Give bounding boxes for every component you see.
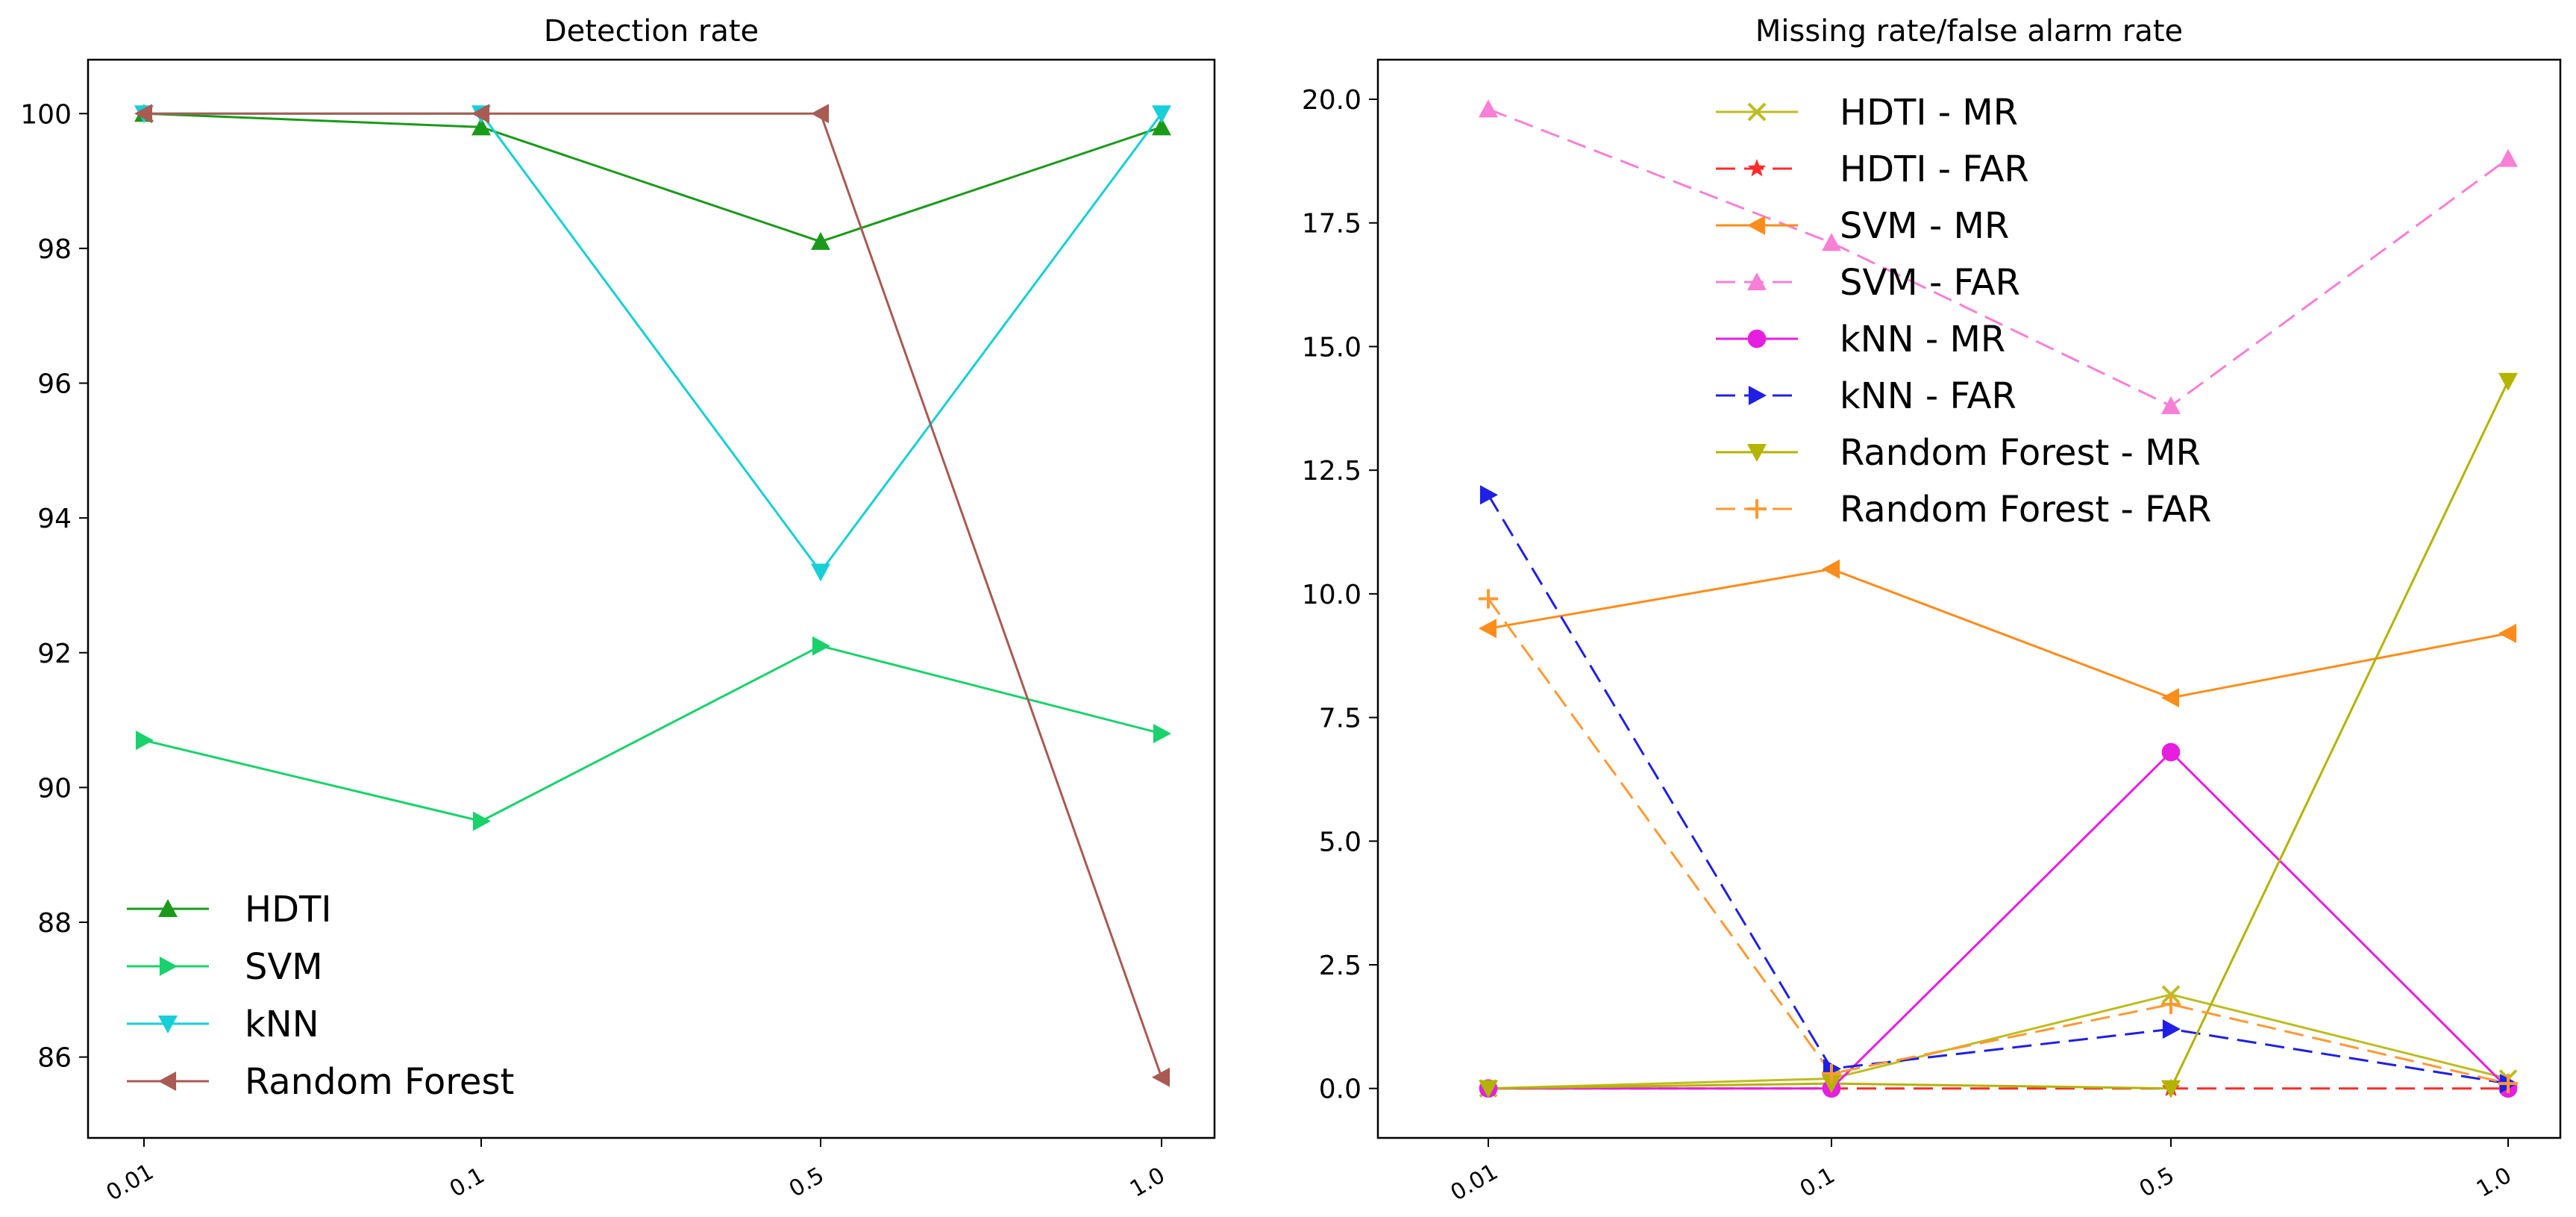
data-point-svm-mr bbox=[2161, 688, 2180, 708]
legend-marker-svm-far bbox=[1747, 272, 1767, 291]
y-tick-label: 10.0 bbox=[1302, 580, 1361, 610]
legend-marker-hdti-mr bbox=[1747, 102, 1767, 122]
y-tick-label: 5.0 bbox=[1319, 827, 1361, 857]
y-tick-label: 2.5 bbox=[1319, 951, 1361, 981]
y-tick-label: 92 bbox=[37, 639, 72, 669]
data-point-svm-far bbox=[2498, 148, 2518, 167]
data-point-random-forest-mr bbox=[2161, 1080, 2181, 1098]
data-point-knn-far bbox=[2162, 1019, 2181, 1039]
legend-marker-knn-mr bbox=[1747, 329, 1767, 348]
legend-marker-knn-far bbox=[1748, 386, 1767, 405]
legend-marker-hdti-far bbox=[1747, 159, 1767, 177]
data-point-random-forest bbox=[134, 104, 153, 124]
chart-title: Detection rate bbox=[544, 14, 759, 49]
data-point-random-forest bbox=[1152, 1067, 1171, 1087]
data-point-svm-far bbox=[1479, 99, 1498, 118]
legend-label-knn: kNN bbox=[245, 1004, 319, 1045]
data-point-knn bbox=[811, 563, 830, 582]
y-tick-label: 86 bbox=[37, 1043, 72, 1074]
data-point-svm-mr bbox=[1822, 559, 1840, 579]
legend-marker-hdti bbox=[158, 899, 178, 918]
data-point-random-forest-far bbox=[2161, 995, 2181, 1015]
legend-marker-svm bbox=[159, 957, 178, 976]
legend-label-random-forest-mr: Random Forest - MR bbox=[1840, 432, 2201, 474]
legend-marker-random-forest-far bbox=[1747, 499, 1767, 519]
legend-label-knn-far: kNN - FAR bbox=[1840, 375, 2016, 417]
data-point-knn bbox=[1152, 105, 1171, 124]
legend-label-svm-mr: SVM - MR bbox=[1840, 205, 2009, 247]
series-line-hdti-mr bbox=[1488, 993, 2509, 1090]
legend-marker-random-forest-mr bbox=[1747, 443, 1767, 462]
data-point-random-forest-mr bbox=[2498, 372, 2518, 391]
y-tick-label: 100 bbox=[20, 99, 72, 130]
data-point-hdti bbox=[471, 117, 491, 136]
y-tick-label: 12.5 bbox=[1302, 456, 1361, 487]
data-point-random-forest-far bbox=[1822, 1063, 1841, 1083]
series-line-random-forest-far bbox=[1487, 598, 2509, 1085]
y-tick-label: 15.0 bbox=[1302, 332, 1361, 363]
legend-label-random-forest-far: Random Forest - FAR bbox=[1840, 489, 2212, 531]
series-line-svm-far bbox=[1488, 107, 2509, 407]
data-point-svm bbox=[135, 730, 154, 751]
legend-label-svm-far: SVM - FAR bbox=[1840, 262, 2020, 304]
data-point-svm bbox=[472, 811, 491, 831]
y-tick-label: 20.0 bbox=[1302, 85, 1361, 116]
legend-marker-svm-mr bbox=[1747, 216, 1766, 235]
data-point-random-forest-far bbox=[2498, 1074, 2518, 1094]
series-line-random-forest-mr bbox=[1488, 381, 2510, 1090]
data-point-knn-mr bbox=[2161, 742, 2181, 762]
y-tick-label: 17.5 bbox=[1302, 209, 1361, 240]
y-tick-label: 98 bbox=[37, 234, 72, 265]
data-point-hdti bbox=[1152, 117, 1171, 136]
series-line-hdti bbox=[143, 112, 1162, 243]
data-point-svm-far bbox=[1822, 233, 1841, 251]
y-tick-label: 0.0 bbox=[1319, 1074, 1361, 1105]
legend-label-knn-mr: kNN - MR bbox=[1840, 319, 2005, 360]
data-point-random-forest-far bbox=[1479, 589, 1498, 609]
chart-title: Missing rate/false alarm rate bbox=[1755, 14, 2183, 49]
plot-frame bbox=[1376, 58, 2562, 1139]
data-point-random-forest bbox=[811, 104, 830, 124]
data-point-svm-mr bbox=[1479, 619, 1497, 639]
legend-marker-random-forest bbox=[158, 1071, 177, 1091]
legend-label-random-forest: Random Forest bbox=[245, 1061, 514, 1103]
data-point-svm-far bbox=[2161, 395, 2181, 415]
legend-label-hdti-far: HDTI - FAR bbox=[1840, 148, 2029, 190]
data-point-svm-mr bbox=[2498, 623, 2517, 643]
y-tick-label: 94 bbox=[37, 504, 72, 534]
series-line-knn-mr bbox=[1488, 751, 2510, 1090]
y-tick-label: 7.5 bbox=[1319, 704, 1361, 734]
plot-frame bbox=[87, 58, 1216, 1139]
data-point-hdti-mr bbox=[2161, 985, 2181, 1004]
data-point-random-forest-mr bbox=[1479, 1080, 1498, 1098]
y-tick-label: 96 bbox=[37, 369, 72, 400]
y-tick-label: 88 bbox=[37, 908, 72, 939]
series-line-random-forest bbox=[144, 112, 1163, 1078]
series-line-svm-mr bbox=[1488, 568, 2509, 699]
legend-label-svm: SVM bbox=[245, 946, 323, 988]
series-line-knn-far bbox=[1487, 494, 2509, 1085]
y-tick-label: 90 bbox=[37, 773, 72, 804]
series-line-svm bbox=[143, 645, 1162, 822]
data-point-random-forest bbox=[471, 104, 490, 124]
data-point-knn-far bbox=[1479, 485, 1498, 505]
legend-marker-knn bbox=[158, 1015, 178, 1033]
data-point-random-forest-mr bbox=[1822, 1075, 1841, 1094]
data-point-svm bbox=[812, 636, 830, 656]
legend-label-hdti-mr: HDTI - MR bbox=[1840, 92, 2018, 134]
data-point-svm bbox=[1153, 724, 1171, 744]
chart-2-missing-rate-false-alarm-rate: Missing rate/false alarm rate 0.0 2.5 5.0 7.… bbox=[1302, 14, 2562, 1207]
legend-label-hdti: HDTI bbox=[245, 889, 332, 930]
data-point-hdti bbox=[811, 231, 830, 250]
